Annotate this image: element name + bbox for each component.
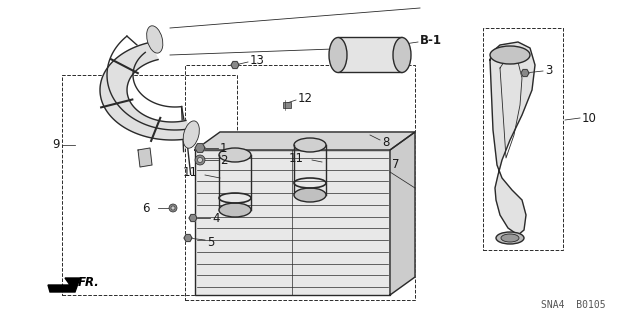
Text: 13: 13 [250,54,265,66]
Ellipse shape [169,204,177,212]
Text: 12: 12 [298,92,313,105]
Ellipse shape [496,232,524,244]
Polygon shape [195,144,205,152]
Polygon shape [189,215,197,221]
Text: FR.: FR. [78,277,100,290]
Polygon shape [521,70,529,77]
Ellipse shape [294,188,326,202]
Polygon shape [184,234,192,241]
Polygon shape [490,42,535,235]
Ellipse shape [329,38,347,72]
Text: 9: 9 [52,138,60,152]
Text: 3: 3 [545,64,552,78]
Polygon shape [100,42,195,140]
Text: 7: 7 [392,159,399,172]
Ellipse shape [147,26,163,53]
Polygon shape [138,148,152,167]
Text: SNA4  B0105: SNA4 B0105 [541,300,605,310]
Polygon shape [195,132,415,150]
Ellipse shape [198,158,202,162]
Ellipse shape [183,121,199,148]
Ellipse shape [294,138,326,152]
Ellipse shape [195,155,205,165]
Polygon shape [48,278,80,292]
Text: B-1: B-1 [420,33,442,47]
Ellipse shape [393,38,411,72]
Ellipse shape [219,203,251,217]
Text: 11: 11 [289,152,304,165]
Ellipse shape [171,206,175,210]
Bar [283,102,291,108]
Ellipse shape [219,148,251,162]
Text: 1: 1 [220,142,227,154]
Polygon shape [390,132,415,295]
Text: 8: 8 [382,136,389,149]
Ellipse shape [501,234,519,242]
Text: 10: 10 [582,112,597,124]
Text: 11: 11 [183,167,198,180]
Text: 4: 4 [212,211,220,225]
Polygon shape [231,62,239,69]
Bar [185,65,415,300]
Ellipse shape [490,46,530,64]
Bar [338,37,402,72]
Bar [483,28,563,250]
Text: 2: 2 [220,153,227,167]
Text: 6: 6 [143,202,150,214]
Text: 5: 5 [207,235,214,249]
Bar [62,75,237,295]
Bar [195,150,390,295]
